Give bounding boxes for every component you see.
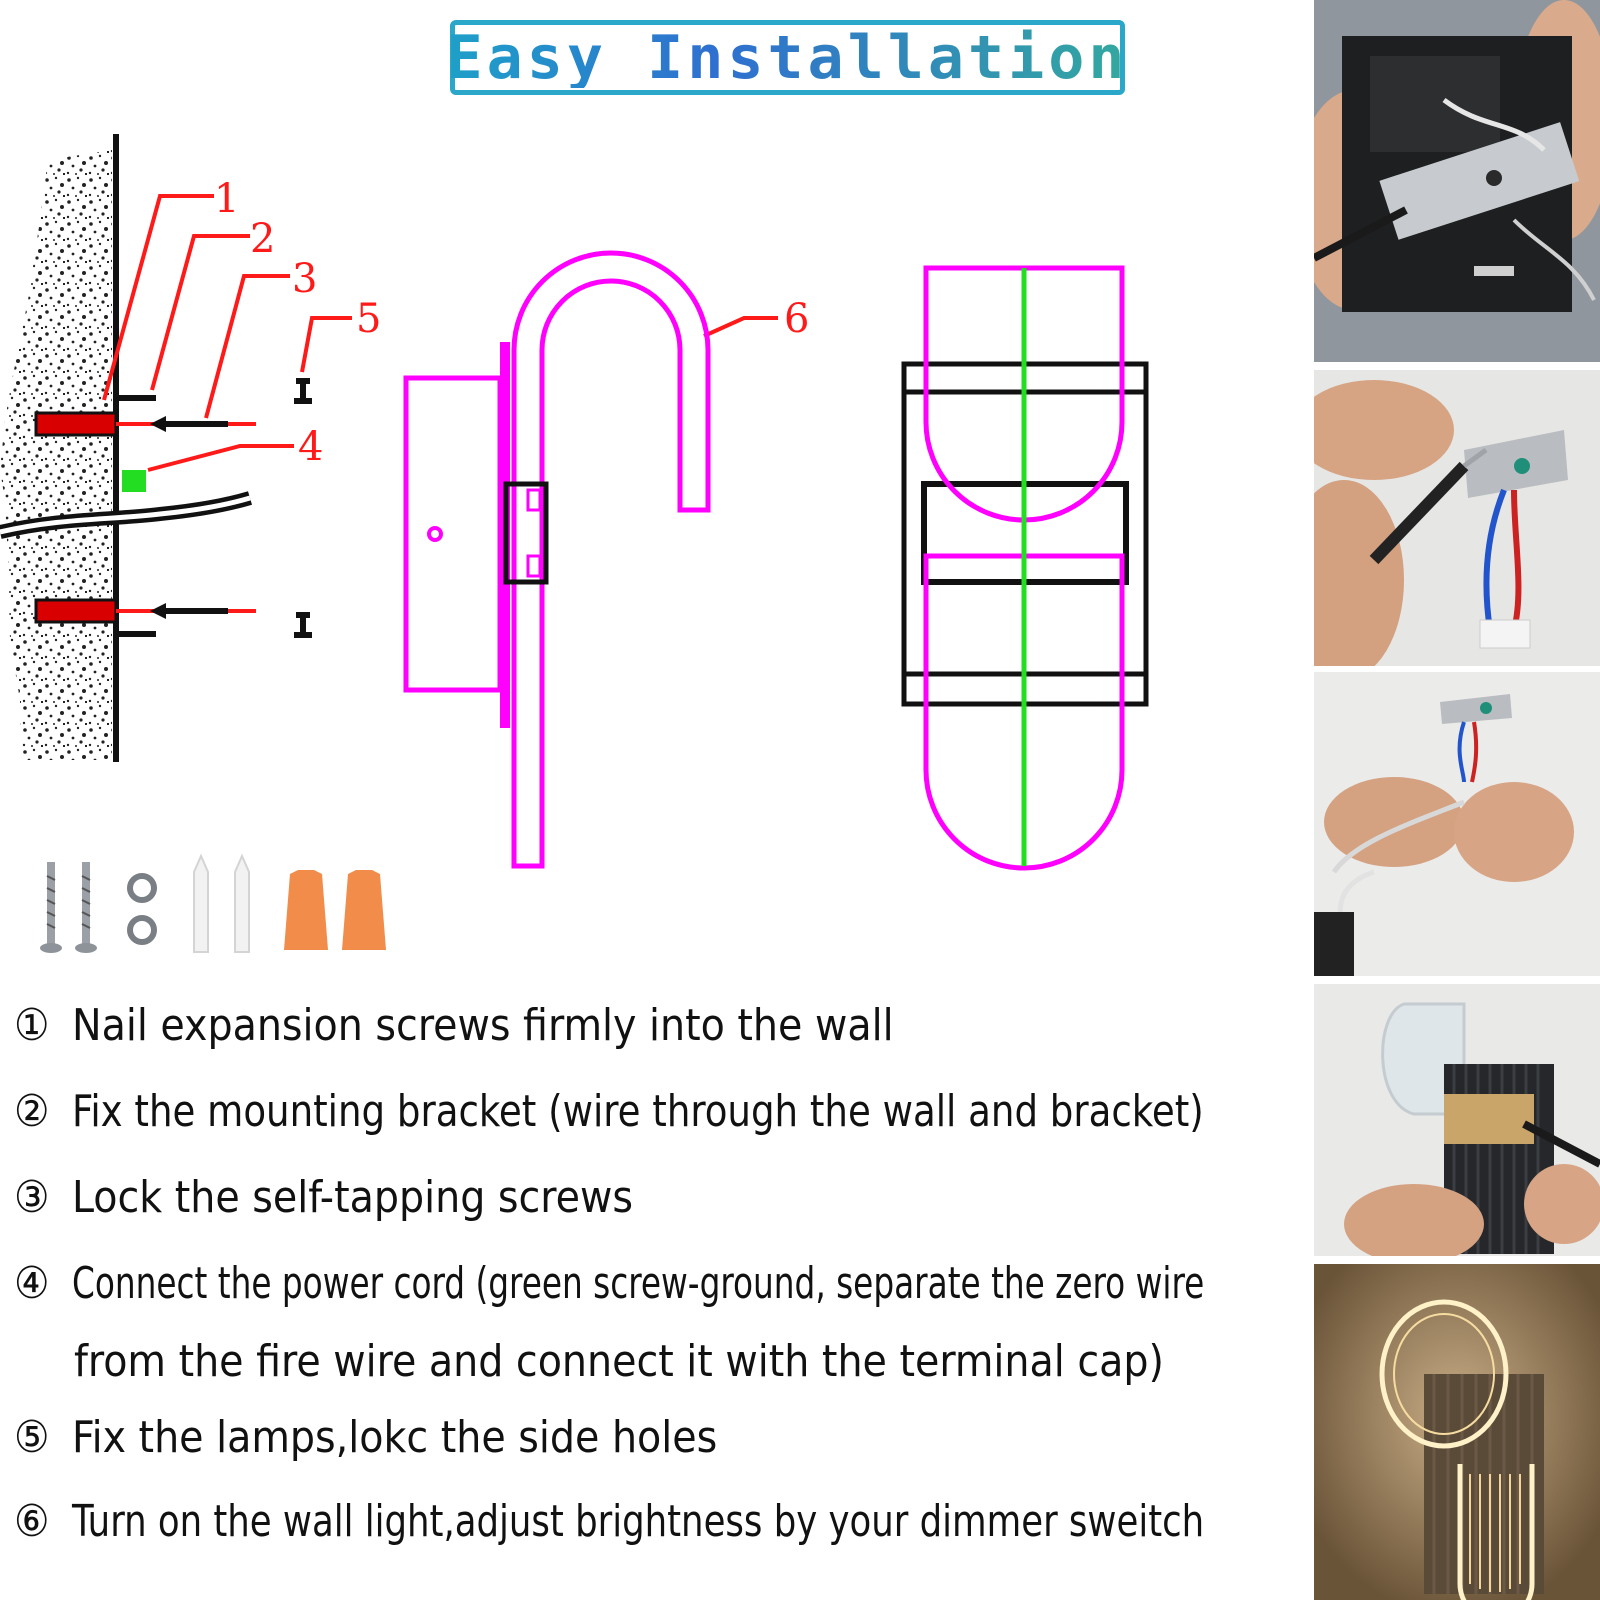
lamp-side-view — [403, 250, 711, 869]
terminal-connection-photo — [1314, 672, 1600, 976]
callout-6: 6 — [784, 296, 809, 342]
callout-leaders — [102, 194, 778, 472]
wall-section — [0, 134, 119, 762]
step-4-number: ④ — [14, 1258, 50, 1309]
page-title: Easy Installation — [446, 22, 1129, 93]
step-6-number: ⑥ — [14, 1496, 50, 1547]
callout-2: 2 — [250, 216, 275, 262]
step-5-number: ⑤ — [14, 1412, 50, 1463]
installation-diagram: 1 2 3 4 5 6 — [0, 134, 1149, 953]
wire-nut-1 — [284, 870, 328, 950]
step-1-number: ① — [14, 1000, 50, 1051]
step-1-text: Nail expansion screws firmly into the wa… — [72, 1000, 894, 1051]
callout-4: 4 — [298, 424, 323, 470]
washer-1 — [127, 873, 157, 903]
side-lock-screw-top — [294, 378, 312, 404]
title-box: Easy Installation — [446, 20, 1125, 95]
power-cable — [0, 491, 253, 539]
junction-box-wiring-photo — [1314, 0, 1600, 362]
lamp-mounting-photo — [1314, 984, 1600, 1256]
bracket-screwdriver-photo — [1314, 370, 1600, 666]
wood-screw-1 — [40, 862, 62, 953]
step-5: ⑤ Fix the lamps,lokc the side holes — [14, 1412, 717, 1463]
step-4-continuation: from the fire wire and connect it with t… — [74, 1336, 1164, 1387]
green-ground-screw — [122, 470, 146, 492]
expansion-anchor-bottom — [34, 598, 118, 624]
step-2: ② Fix the mounting bracket (wire through… — [14, 1086, 1279, 1137]
step-4: ④ Connect the power cord (green screw-gr… — [14, 1258, 1441, 1309]
wall-plug-1 — [193, 853, 209, 953]
wall-plug-2 — [234, 853, 250, 953]
step-6-text: Turn on the wall light,adjust brightness… — [72, 1496, 1205, 1547]
callout-5: 5 — [356, 296, 381, 342]
step-2-number: ② — [14, 1086, 50, 1137]
lamp-front-view — [901, 265, 1149, 871]
step-4-continuation-text: from the fire wire and connect it with t… — [74, 1336, 1164, 1387]
self-tapping-screw-bottom — [116, 603, 256, 619]
step-2-text: Fix the mounting bracket (wire through t… — [72, 1086, 1204, 1137]
callout-1: 1 — [214, 176, 239, 222]
step-3-number: ③ — [14, 1172, 50, 1223]
photo-column — [1314, 0, 1600, 1600]
wall-bracket — [116, 395, 156, 637]
lit-lamp-photo — [1314, 1264, 1600, 1600]
hardware-kit — [40, 853, 386, 953]
wood-screw-2 — [75, 862, 97, 953]
wire-nut-2 — [342, 870, 386, 950]
step-3: ③ Lock the self-tapping screws — [14, 1172, 633, 1223]
self-tapping-screw-top — [116, 416, 256, 432]
step-4-text: Connect the power cord (green screw-grou… — [72, 1258, 1205, 1309]
step-1: ① Nail expansion screws firmly into the … — [14, 1000, 894, 1051]
step-5-text: Fix the lamps,lokc the side holes — [72, 1412, 718, 1463]
expansion-anchor-top — [34, 411, 118, 437]
callout-3: 3 — [292, 256, 317, 302]
washer-2 — [127, 915, 157, 945]
step-6: ⑥ Turn on the wall light,adjust brightne… — [14, 1496, 1334, 1547]
side-lock-screw-bottom — [294, 612, 312, 638]
step-3-text: Lock the self-tapping screws — [72, 1172, 633, 1223]
